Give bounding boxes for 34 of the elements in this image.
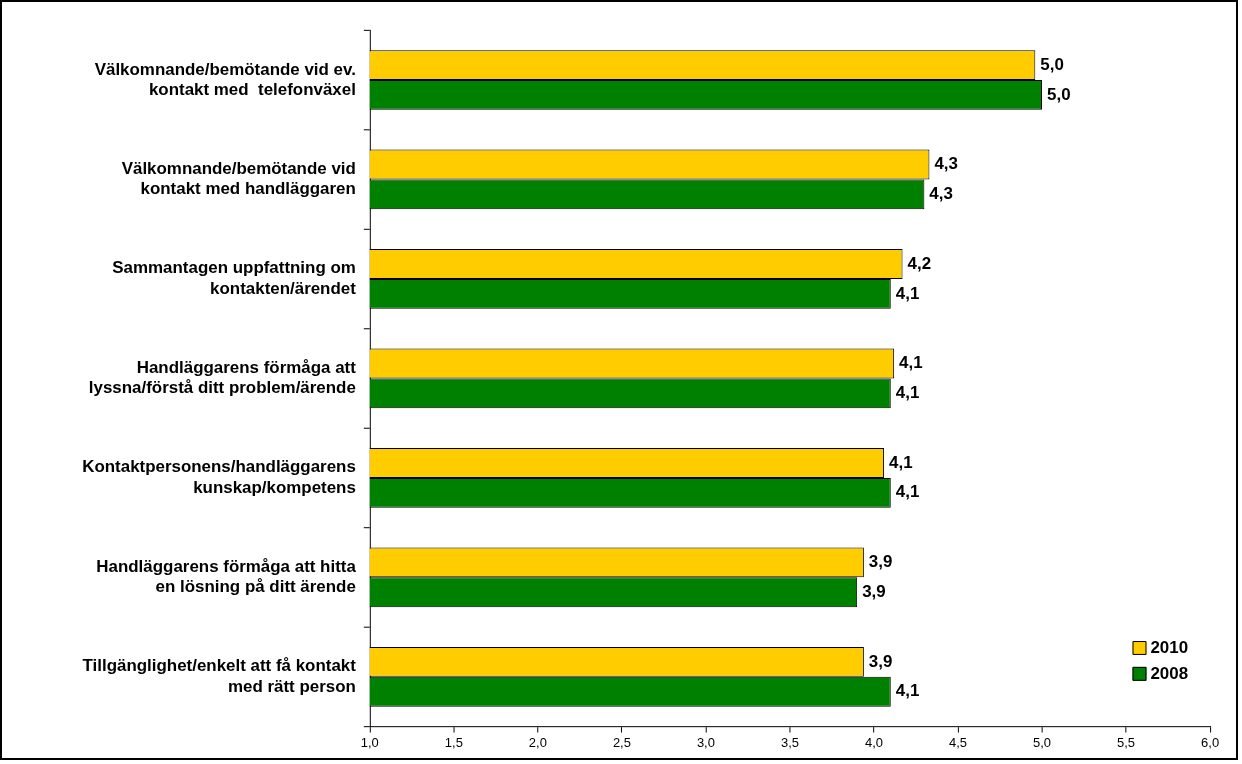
x-tick-label: 4,5: [948, 734, 968, 750]
x-tick-label: 5,0: [1033, 734, 1052, 750]
data-label: 4,3: [929, 184, 953, 204]
x-tick-label: 2,0: [528, 734, 547, 750]
data-label: 4,1: [895, 383, 920, 402]
y-tick-label: Välkomnande/bemötande vid kontakt med handläggaren: [121, 158, 356, 199]
y-tick-label: Handläggarens förmåga att hitta en lösning på ditt ärende: [96, 556, 357, 597]
x-tick-label: 1,5: [444, 734, 463, 750]
data-label: 4,1: [895, 283, 920, 303]
x-tick-label: 1,0: [360, 734, 379, 750]
data-label: 3,9: [868, 651, 893, 671]
x-tick-label: 5,5: [1117, 734, 1136, 750]
data-label: 5,0: [1047, 84, 1071, 104]
legend-label: 2008: [1150, 663, 1189, 683]
x-tick-label: 3,5: [780, 734, 799, 750]
y-tick-label: Tillgänglighet/enkelt att få kontakt med rätt person: [82, 656, 357, 696]
y-tick-label: Sammantagen uppfattning om kontakten/ärendet: [112, 258, 357, 298]
data-label: 5,0: [1040, 54, 1064, 74]
data-label: 4,1: [889, 452, 913, 472]
data-label: 4,2: [907, 253, 932, 273]
data-label: 4,1: [895, 482, 920, 502]
x-tick-label: 4,0: [864, 734, 883, 750]
data-label: 3,9: [868, 552, 893, 572]
data-label: 4,1: [899, 353, 923, 373]
legend-label: 2010: [1150, 637, 1189, 657]
y-tick-label: Handläggarens förmåga att lyssna/förstå ditt problem/ärende: [88, 357, 357, 398]
data-label: 4,3: [934, 154, 958, 174]
data-label: 4,1: [895, 681, 920, 701]
x-tick-label: 3,0: [696, 734, 715, 750]
data-label: 3,9: [862, 581, 886, 601]
x-tick-label: 2,5: [612, 734, 631, 750]
y-tick-label: Kontaktpersonens/handläggarens kunskap/kompetens: [82, 457, 356, 497]
x-tick-label: 6,0: [1201, 734, 1220, 750]
y-tick-label: Välkomnande/bemötande vid ev. kontakt med telefonväxel: [94, 59, 356, 99]
